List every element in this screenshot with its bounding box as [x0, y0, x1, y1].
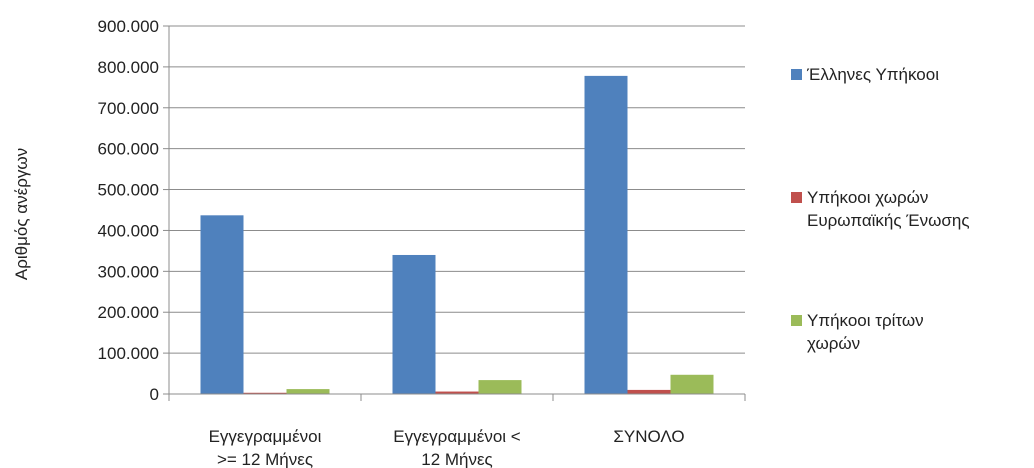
x-category-label: >= 12 Μήνες	[217, 450, 313, 468]
x-category-labels: Εγγεγραμμένοι >= 12 Μήνες Εγγεγραμμένοι < 1…	[209, 427, 685, 468]
bar	[627, 389, 671, 394]
y-tick-labels: 0 100.000 200.000 300.000 400.000 500.000 600.…	[98, 17, 159, 404]
gridlines	[169, 25, 745, 354]
bar	[478, 380, 522, 394]
legend-label: Υπήκοοι χωρών	[807, 188, 928, 207]
bars	[200, 75, 714, 394]
legend-swatch	[791, 315, 802, 326]
x-category-label: ΣΥΝΟΛΟ	[613, 427, 684, 446]
x-category-label: Εγγεγραμμένοι	[209, 427, 322, 446]
y-tick-label: 300.000	[98, 262, 159, 281]
legend-label: χωρών	[807, 334, 860, 353]
y-tick-label: 400.000	[98, 221, 159, 240]
x-category-label: Εγγεγραμμένοι <	[393, 427, 521, 446]
y-tick-label: 0	[150, 385, 159, 404]
y-tick-label: 900.000	[98, 17, 159, 36]
y-tick-label: 200.000	[98, 303, 159, 322]
legend-label: Ευρωπαϊκής Ένωσης	[807, 211, 970, 230]
bar	[392, 254, 436, 394]
y-tick-label: 500.000	[98, 181, 159, 200]
bar	[584, 75, 628, 394]
legend: Έλληνες Υπήκοοι Υπήκοοι χωρών Ευρωπαϊκής Έ…	[791, 65, 970, 353]
legend-label: Υπήκοοι τρίτων	[807, 311, 924, 330]
y-axis-label: Αριθμός ανέργων	[12, 148, 31, 280]
bar	[670, 374, 714, 394]
bar	[200, 215, 244, 394]
y-tick-label: 800.000	[98, 58, 159, 77]
y-tick-label: 600.000	[98, 140, 159, 159]
x-category-label: 12 Μήνες	[421, 450, 493, 468]
bar	[243, 392, 287, 394]
bar	[435, 391, 479, 394]
y-tick-label: 700.000	[98, 99, 159, 118]
bar	[286, 389, 330, 394]
axes	[163, 25, 746, 401]
y-tick-label: 100.000	[98, 344, 159, 363]
legend-swatch	[791, 192, 802, 203]
legend-label: Έλληνες Υπήκοοι	[806, 65, 939, 84]
legend-swatch	[791, 69, 802, 80]
